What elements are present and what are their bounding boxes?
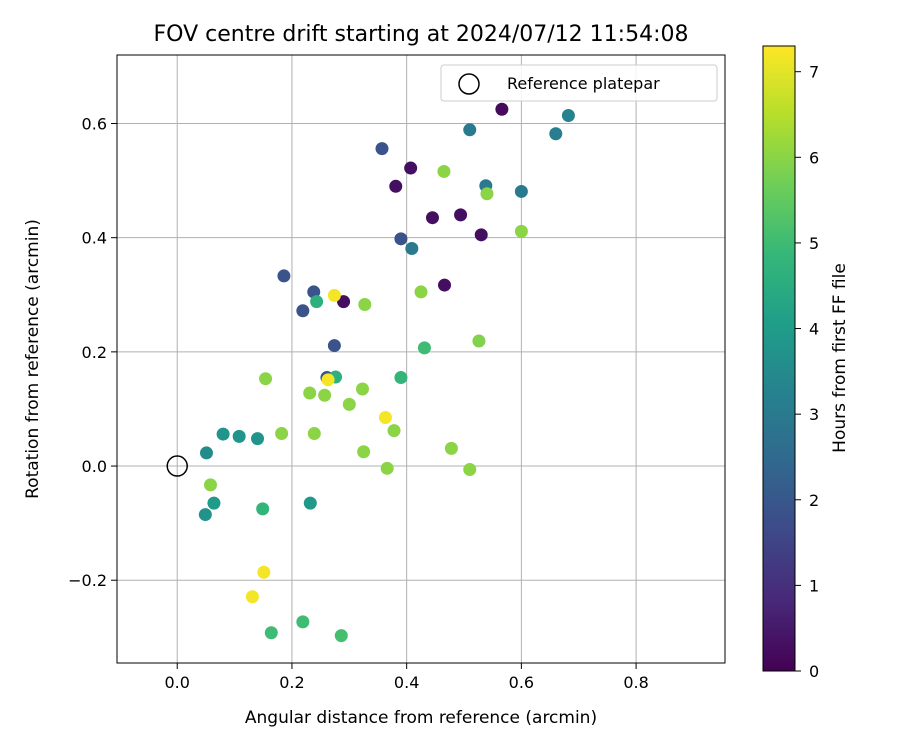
y-axis-ticks: −0.2 0.0 0.2 0.4 0.6: [68, 115, 117, 590]
scatter-point: [357, 445, 371, 459]
scatter-point: [375, 142, 389, 156]
scatter-point: [245, 590, 259, 604]
scatter-point: [296, 615, 310, 629]
scatter-point: [394, 232, 408, 246]
y-axis-label: Rotation from reference (arcmin): [23, 219, 43, 499]
scatter-point: [310, 295, 324, 309]
scatter-point: [438, 278, 452, 292]
legend: Reference platepar: [440, 64, 718, 102]
x-tick-label: 0.4: [394, 673, 419, 692]
grid-lines: [117, 55, 725, 663]
scatter-point: [296, 304, 310, 318]
reference-platepar-marker: [166, 455, 188, 477]
x-tick-label: 0.2: [279, 673, 304, 692]
scatter-point: [264, 626, 278, 640]
scatter-point: [199, 446, 213, 460]
colorbar-tick-label: 1: [809, 576, 819, 595]
colorbar-tick-label: 3: [809, 405, 819, 424]
colorbar-tick-label: 0: [809, 662, 819, 681]
scatter-point: [414, 285, 428, 299]
scatter-points: [198, 102, 575, 643]
legend-box: [440, 64, 718, 102]
scatter-point: [417, 341, 431, 355]
x-tick-label: 0.0: [164, 673, 189, 692]
scatter-point: [337, 295, 351, 309]
scatter-point: [355, 382, 369, 396]
scatter-point: [387, 424, 401, 438]
scatter-point: [444, 441, 458, 455]
colorbar-tick-label: 5: [809, 234, 819, 253]
scatter-point: [474, 228, 488, 242]
colorbar: [762, 45, 796, 672]
scatter-point: [321, 373, 335, 387]
scatter-point: [303, 386, 317, 400]
scatter-point: [389, 179, 403, 193]
scatter-point: [277, 269, 291, 283]
scatter-point: [472, 334, 486, 348]
y-tick-label: 0.0: [82, 457, 107, 476]
colorbar-tick-label: 6: [809, 148, 819, 167]
scatter-point: [404, 161, 418, 175]
scatter-point: [251, 432, 265, 446]
legend-entry-reference: Reference platepar: [507, 74, 660, 93]
scatter-point: [216, 427, 230, 441]
scatter-point: [380, 461, 394, 475]
chart-title: FOV centre drift starting at 2024/07/12 …: [154, 22, 689, 47]
scatter-point: [198, 508, 212, 522]
scatter-point: [454, 208, 468, 222]
scatter-point: [203, 478, 217, 492]
scatter-point: [437, 164, 451, 178]
y-tick-label: 0.4: [82, 229, 107, 248]
legend-marker: [458, 73, 480, 95]
x-axis-ticks: 0.0 0.2 0.4 0.6 0.8: [164, 663, 649, 692]
colorbar-tick-label: 2: [809, 491, 819, 510]
scatter-point: [342, 397, 356, 411]
colorbar-tick-label: 4: [809, 320, 819, 339]
x-tick-label: 0.8: [623, 673, 648, 692]
scatter-point: [232, 429, 246, 443]
colorbar-ticks: 0 1 2 3 4 5 6 7: [795, 63, 819, 681]
scatter-point: [303, 496, 317, 510]
scatter-point: [495, 102, 509, 116]
scatter-point: [514, 224, 528, 238]
scatter-point: [394, 371, 408, 385]
x-tick-label: 0.6: [509, 673, 534, 692]
scatter-point: [405, 242, 419, 256]
scatter-point: [259, 372, 273, 386]
scatter-point: [425, 211, 439, 225]
scatter-point: [327, 288, 341, 302]
scatter-point: [307, 427, 321, 441]
x-axis-label: Angular distance from reference (arcmin): [245, 708, 597, 728]
scatter-point: [463, 123, 477, 137]
y-tick-label: 0.2: [82, 343, 107, 362]
scatter-point: [561, 109, 575, 123]
scatter-point: [334, 629, 348, 643]
scatter-point: [257, 565, 271, 579]
colorbar-tick-label: 7: [809, 63, 819, 82]
scatter-point: [549, 127, 563, 141]
scatter-point: [480, 187, 494, 201]
y-tick-label: 0.6: [82, 115, 107, 134]
scatter-point: [378, 411, 392, 425]
scatter-point: [463, 462, 477, 476]
scatter-point: [207, 496, 221, 510]
scatter-point: [275, 427, 289, 441]
y-tick-label: −0.2: [68, 571, 107, 590]
scatter-point: [514, 184, 528, 198]
colorbar-label: Hours from first FF file: [830, 263, 850, 453]
scatter-point: [318, 388, 332, 402]
scatter-point: [256, 502, 270, 516]
plot-area-frame: [116, 54, 726, 664]
scatter-point: [358, 297, 372, 311]
scatter-point: [327, 339, 341, 353]
